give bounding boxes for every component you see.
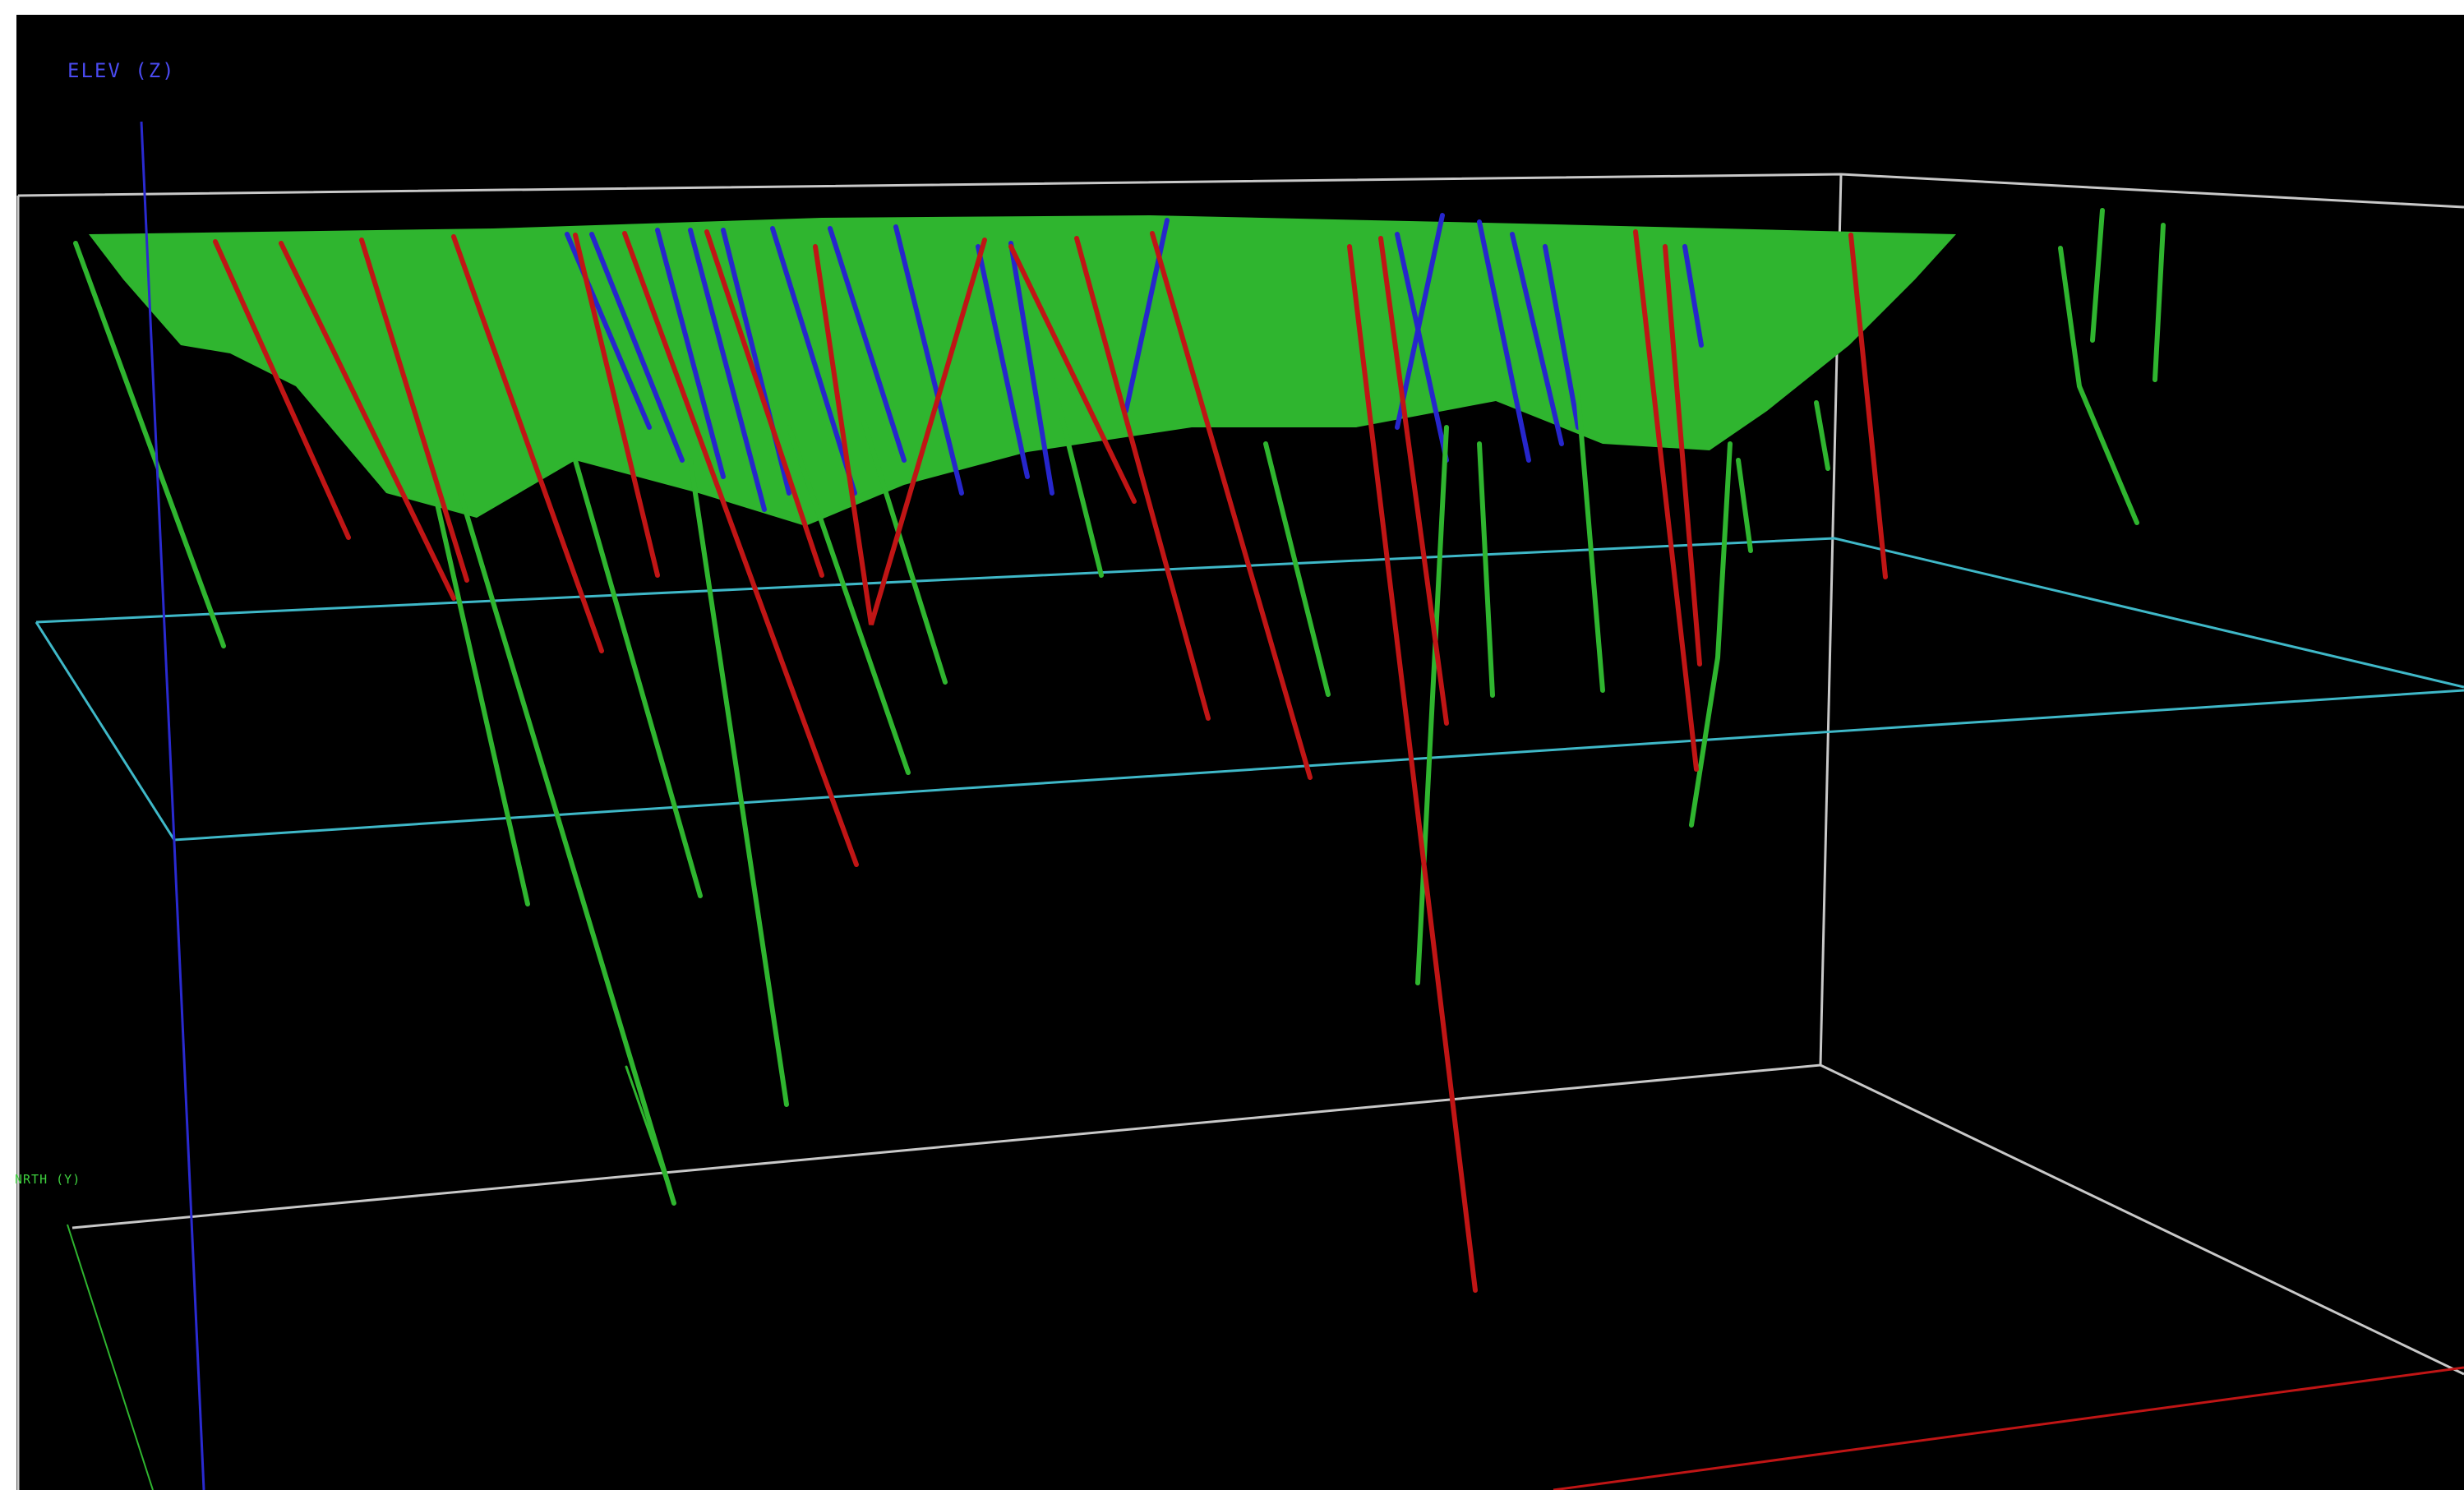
drillhole (1378, 236, 1449, 726)
drillhole (458, 491, 676, 1206)
drillhole (1347, 244, 1478, 1293)
drillhole (828, 226, 907, 463)
drillhole (1395, 213, 1445, 430)
drillhole (1682, 244, 1704, 348)
x-axis-line (1553, 1366, 2464, 1490)
drillhole (2058, 246, 2139, 525)
drillhole (688, 458, 789, 1107)
drillhole (1543, 244, 1580, 430)
bbox-bottom-edge (72, 1063, 2464, 1376)
drillhole (893, 224, 964, 496)
y-axis-line (67, 1224, 154, 1490)
drillhole (1633, 229, 1699, 772)
drillhole (1074, 236, 1211, 721)
drillhole (573, 458, 703, 898)
bounding-box (16, 173, 2464, 1490)
drillhole (1415, 425, 1449, 985)
drillhole (279, 241, 456, 601)
drillhole (704, 229, 824, 578)
drillhole (425, 458, 530, 906)
drillhole (451, 234, 604, 653)
water-plane-back (35, 537, 2464, 689)
drillhole (2090, 208, 2105, 343)
drillhole (1663, 244, 1702, 667)
drillhole (1008, 241, 1054, 496)
z-axis-label: ELEV (Z) (67, 59, 176, 82)
drillhole (688, 228, 767, 512)
drillholes-blue (565, 213, 1704, 512)
drillhole (787, 425, 911, 775)
drillholes-red (213, 229, 1888, 1293)
drillhole (1150, 231, 1313, 780)
drillhole (861, 417, 948, 685)
drillholes-green (73, 208, 2166, 1206)
z-axis-line (140, 121, 205, 1490)
drillhole (622, 231, 859, 867)
drillhole (1050, 376, 1104, 578)
drillhole (1736, 458, 1753, 553)
drillhole (1477, 219, 1531, 463)
drillhole (1848, 233, 1888, 579)
topographic-surface (89, 215, 1956, 526)
drillhole (1689, 441, 1733, 828)
drillhole (1395, 232, 1449, 463)
drillhole (1814, 400, 1830, 471)
drillhole (73, 241, 226, 648)
drillhole (1263, 441, 1331, 697)
drillhole (770, 226, 857, 496)
drillhole (359, 238, 469, 583)
drillhole (573, 233, 660, 578)
drillhole (1510, 232, 1564, 446)
drillhole (1576, 392, 1605, 693)
drillhole (976, 244, 1030, 479)
drillhole (2153, 223, 2166, 382)
drillhole (589, 232, 685, 463)
drillhole-thin (625, 1065, 676, 1205)
drillhole (213, 239, 351, 540)
drillhole (1008, 244, 1137, 504)
y-axis-label: NRTH (Y) (15, 1172, 81, 1187)
drillhole (1477, 441, 1495, 698)
drillhole (813, 238, 987, 625)
drillhole (655, 228, 726, 479)
